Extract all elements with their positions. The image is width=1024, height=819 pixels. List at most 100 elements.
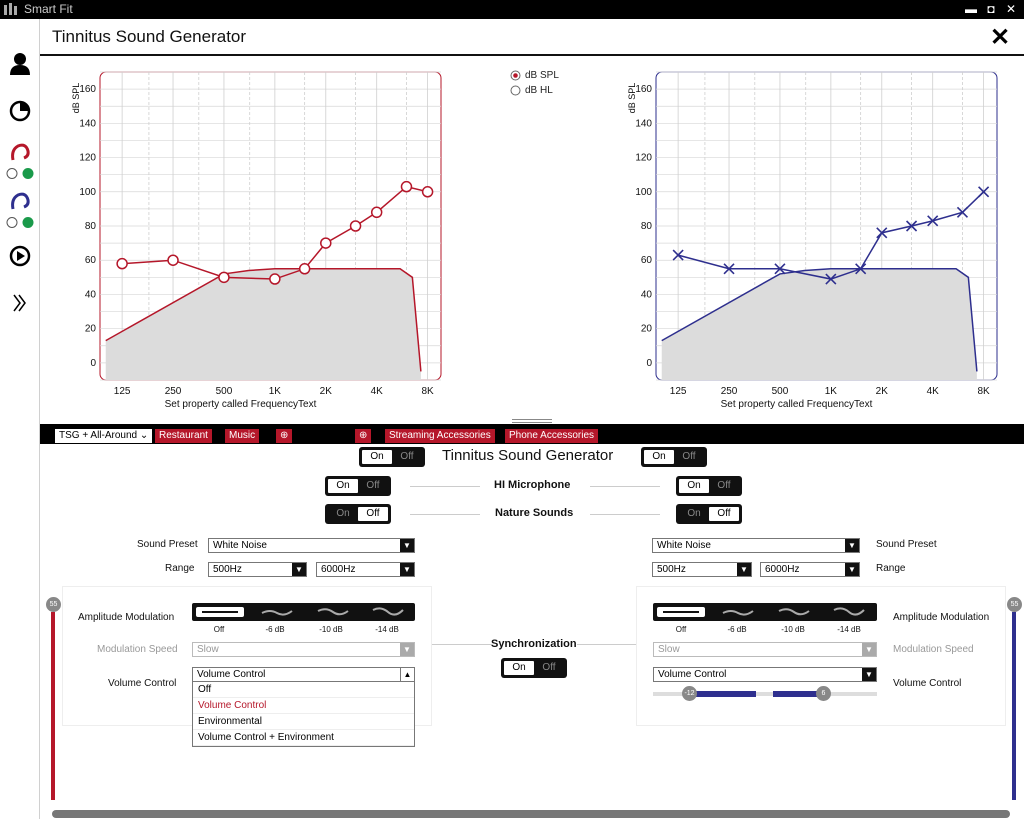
right-volume-control-select[interactable]: Volume Control ▼ — [653, 667, 877, 682]
right-hi-microphone-toggle[interactable]: On Off — [676, 476, 742, 496]
toggle-off[interactable]: Off — [709, 507, 739, 521]
db-hl-option[interactable]: dB HL — [510, 83, 559, 98]
right-range-low-select[interactable]: 500Hz ▼ — [652, 562, 752, 577]
left-nature-sounds-toggle[interactable]: On Off — [325, 504, 391, 524]
wave-14db-icon[interactable] — [832, 606, 866, 618]
wave-6db-icon[interactable] — [260, 606, 294, 618]
tab-phone-accessories[interactable]: Phone Accessories — [505, 429, 599, 443]
minimize-button[interactable]: ▬ — [965, 2, 977, 16]
toggle-on[interactable]: On — [687, 508, 701, 519]
left-range-low-select[interactable]: 500Hz ▼ — [208, 562, 307, 577]
chevron-down-icon[interactable]: ▼ — [845, 563, 859, 576]
right-nature-sounds-toggle[interactable]: On Off — [676, 504, 742, 524]
left-tsg-toggle[interactable]: On Off — [359, 447, 425, 467]
synchronization-toggle[interactable]: On Off — [501, 658, 567, 678]
toggle-off[interactable]: Off — [366, 480, 380, 491]
user-icon[interactable] — [9, 52, 31, 76]
wave-10db-icon[interactable] — [316, 606, 350, 618]
left-amplitude-modulation-selector[interactable] — [192, 603, 415, 621]
left-range-high-select[interactable]: 6000Hz ▼ — [316, 562, 415, 577]
right-amplitude-modulation-selector[interactable] — [653, 603, 877, 621]
play-icon[interactable] — [9, 245, 31, 267]
selected-value: White Noise — [213, 540, 267, 551]
dropdown-option-volume-control-environment[interactable]: Volume Control + Environment — [193, 730, 414, 746]
tab-music[interactable]: Music — [225, 429, 260, 443]
dropdown-option-environmental[interactable]: Environmental — [193, 714, 414, 730]
right-ear-icon[interactable] — [9, 191, 31, 213]
volume-max-handle[interactable]: 6 — [816, 686, 831, 701]
add-program-button-left[interactable]: ⊕ — [276, 429, 293, 443]
wave-14db-icon[interactable] — [371, 606, 405, 618]
chevron-down-icon[interactable]: ▼ — [400, 539, 414, 552]
add-program-button-right[interactable]: ⊕ — [355, 429, 372, 443]
x-tick-label: 250 — [165, 386, 182, 397]
toggle-on[interactable]: On — [336, 508, 350, 519]
double-chevron-right-icon[interactable] — [10, 293, 30, 313]
selected-value: 500Hz — [657, 564, 686, 575]
left-level-slider-handle[interactable]: 55 — [46, 597, 61, 612]
page-title: Tinnitus Sound Generator — [52, 27, 247, 46]
chevron-down-icon[interactable]: ▼ — [292, 563, 306, 576]
tab-tsg-all-around[interactable]: TSG + All-Around ⌄ — [55, 429, 153, 443]
radio-unselected-icon[interactable] — [510, 85, 521, 96]
toggle-off[interactable]: Off — [358, 507, 388, 521]
right-sound-preset-select[interactable]: White Noise ▼ — [652, 538, 860, 553]
data-point — [876, 227, 888, 239]
y-tick-label: 100 — [635, 187, 652, 198]
y-axis-label: dB SPL — [627, 83, 637, 114]
data-point — [723, 263, 735, 275]
wave-10db-icon[interactable] — [777, 606, 811, 618]
restore-button[interactable]: ◘ — [987, 2, 995, 16]
right-level-slider-handle[interactable]: 55 — [1007, 597, 1022, 612]
pie-chart-icon[interactable] — [9, 100, 31, 122]
volume-min-handle[interactable]: -12 — [682, 686, 697, 701]
db-spl-option[interactable]: dB SPL — [510, 68, 559, 83]
chevron-up-icon[interactable]: ▲ — [400, 668, 414, 681]
am-off-selected[interactable] — [196, 607, 244, 617]
data-point-stroke — [905, 220, 918, 232]
wave-6db-icon[interactable] — [721, 606, 755, 618]
left-sound-preset-label: Sound Preset — [137, 539, 198, 550]
dropdown-option-volume-control[interactable]: Volume Control — [193, 698, 414, 714]
left-hi-microphone-toggle[interactable]: On Off — [325, 476, 391, 496]
am-off-selected[interactable] — [657, 607, 705, 617]
left-volume-control-select[interactable]: Volume Control ▲ — [192, 667, 415, 682]
y-tick-label: 100 — [79, 187, 96, 198]
data-point — [421, 186, 434, 198]
toggle-on[interactable]: On — [328, 479, 358, 493]
data-point — [167, 254, 179, 266]
toggle-off[interactable]: Off — [717, 480, 731, 491]
divider — [577, 644, 637, 645]
data-point — [774, 263, 786, 275]
data-point — [672, 249, 684, 261]
right-range-high-select[interactable]: 6000Hz ▼ — [760, 562, 860, 577]
left-ear-icon[interactable] — [9, 142, 31, 164]
toggle-on[interactable]: On — [644, 450, 674, 464]
right-tsg-toggle[interactable]: On Off — [641, 447, 707, 467]
toggle-on[interactable]: On — [504, 661, 534, 675]
window-close-button[interactable]: ✕ — [1005, 2, 1017, 16]
radio-selected-icon[interactable] — [510, 70, 521, 81]
tab-streaming-accessories[interactable]: Streaming Accessories — [385, 429, 495, 443]
chevron-down-icon[interactable]: ▼ — [400, 563, 414, 576]
data-point-stroke — [672, 249, 684, 261]
panel-splitter-handle[interactable] — [512, 419, 552, 423]
toggle-on[interactable]: On — [362, 450, 392, 464]
tab-restaurant[interactable]: Restaurant — [155, 429, 212, 443]
left-volume-control-dropdown: Off Volume Control Environmental Volume … — [192, 681, 415, 747]
close-button[interactable]: ✕ — [990, 24, 1011, 51]
left-sound-preset-select[interactable]: White Noise ▼ — [208, 538, 415, 553]
toggle-off[interactable]: Off — [682, 451, 696, 462]
x-tick-label: 4K — [371, 386, 384, 397]
dropdown-option-off[interactable]: Off — [193, 682, 414, 698]
toggle-off[interactable]: Off — [400, 451, 414, 462]
chevron-down-icon[interactable]: ▼ — [845, 539, 859, 552]
toggle-on[interactable]: On — [679, 479, 709, 493]
y-tick-label: 140 — [79, 118, 96, 129]
toggle-off[interactable]: Off — [542, 662, 556, 673]
chevron-down-icon[interactable]: ▼ — [862, 668, 876, 681]
horizontal-scrollbar[interactable] — [52, 810, 1010, 818]
data-point — [956, 206, 969, 218]
x-tick-label: 2K — [320, 386, 333, 397]
chevron-down-icon[interactable]: ▼ — [737, 563, 751, 576]
